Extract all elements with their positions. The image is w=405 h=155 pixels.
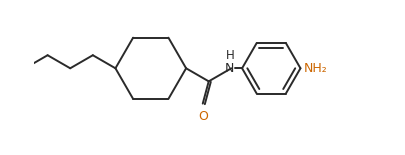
- Text: O: O: [197, 110, 207, 123]
- Text: N: N: [224, 62, 234, 75]
- Text: NH₂: NH₂: [303, 62, 327, 75]
- Text: H: H: [225, 49, 234, 62]
